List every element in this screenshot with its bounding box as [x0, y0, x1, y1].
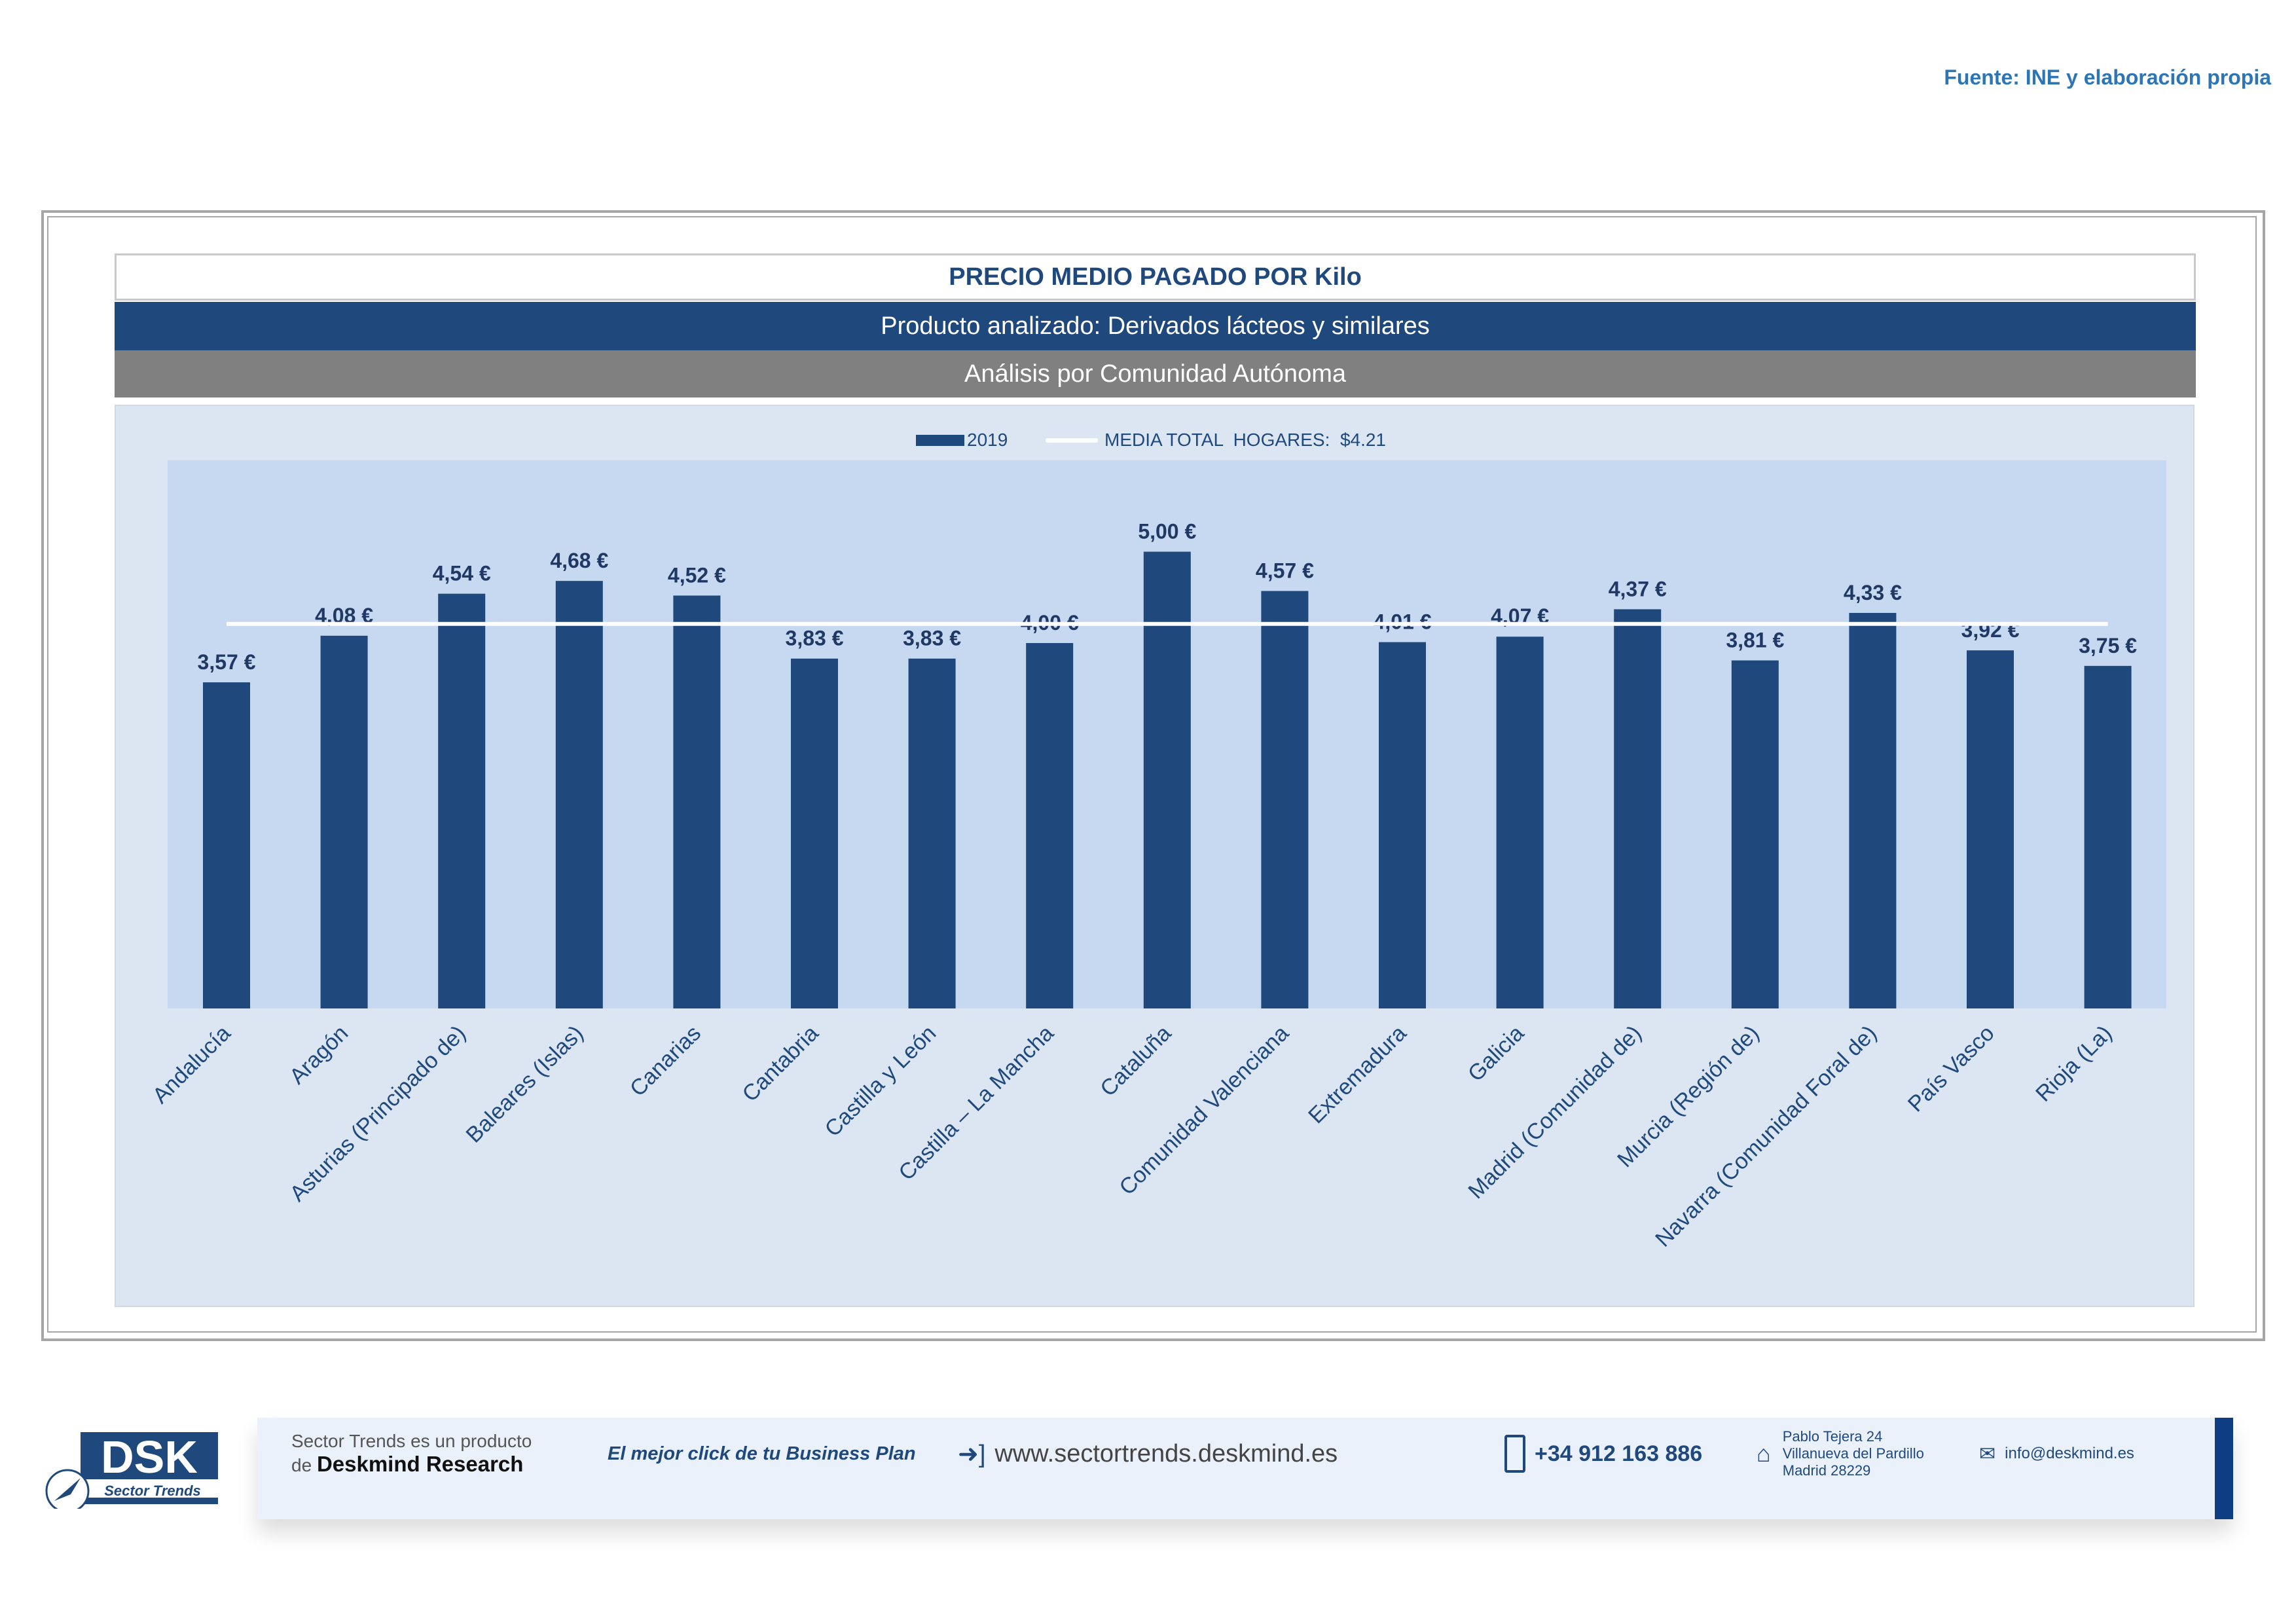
category-label: Castilla y León [820, 1021, 941, 1142]
category-label: Cantabria [738, 1021, 824, 1107]
envelope-icon: ✉ [1979, 1443, 1996, 1465]
phone-icon [1504, 1435, 1525, 1473]
address: ⌂ Pablo Tejera 24 Villanueva del Pardill… [1757, 1418, 1924, 1490]
data-label: 3,83 € [786, 627, 844, 650]
data-label: 4,01 € [1374, 610, 1432, 634]
dsk-logo: DSK Sector Trends [41, 1431, 218, 1513]
legend: 2019 MEDIA TOTAL HOGARES: $4.21 [916, 430, 1386, 450]
outer-frame [41, 210, 2265, 1341]
product-line: Sector Trends es un producto [291, 1431, 532, 1451]
legend-label-media: MEDIA TOTAL HOGARES: $4.21 [1104, 430, 1386, 450]
bar [1849, 612, 1897, 1008]
bar [1261, 591, 1309, 1008]
category-label: Cataluña [1095, 1021, 1176, 1101]
slogan: El mejor click de tu Business Plan [608, 1443, 916, 1464]
category-label: Galicia [1463, 1021, 1529, 1086]
product-credit: Sector Trends es un producto de Deskmind… [291, 1418, 532, 1490]
bar-chart: 2019 MEDIA TOTAL HOGARES: $4.21 3,57 € An… [148, 430, 2166, 1252]
category-label: Extremadura [1303, 1021, 1412, 1129]
data-label: 3,75 € [2079, 634, 2137, 657]
category-label: Baleares (Islas) [462, 1021, 589, 1148]
phone: +34 912 163 886 [1504, 1418, 1702, 1490]
address-line: Villanueva del Pardillo [1782, 1445, 1924, 1462]
bar [673, 595, 721, 1008]
bar [1967, 650, 2014, 1008]
data-label: 4,54 € [433, 562, 491, 585]
data-label: 3,57 € [198, 650, 256, 674]
address-line: Madrid 28229 [1782, 1462, 1871, 1479]
inner-frame [47, 216, 2257, 1333]
svg-text:Sector Trends: Sector Trends [104, 1483, 201, 1499]
category-label: Navarra (Comunidad Foral de) [1650, 1021, 1882, 1252]
product-prefix: de [291, 1455, 312, 1475]
category-label: Canarias [625, 1021, 706, 1101]
bar [1731, 660, 1779, 1008]
bar [1614, 609, 1662, 1008]
phone-number: +34 912 163 886 [1535, 1441, 1703, 1466]
data-label: 5,00 € [1138, 520, 1196, 544]
bar [1496, 637, 1544, 1008]
chart-area: 2019 MEDIA TOTAL HOGARES: $4.21 3,57 € An… [115, 405, 2195, 1307]
website-link[interactable]: ➜] www.sectortrends.deskmind.es [958, 1418, 1338, 1490]
product-band: Producto analizado: Derivados lácteos y … [115, 302, 2196, 350]
data-label: 3,92 € [1961, 618, 2020, 642]
data-label: 4,68 € [550, 549, 608, 572]
website-text: www.sectortrends.deskmind.es [994, 1439, 1338, 1467]
bar [1026, 643, 1074, 1008]
email-text: info@deskmind.es [2005, 1445, 2134, 1462]
enter-arrow-icon: ➜] [958, 1440, 986, 1468]
bar [320, 635, 368, 1008]
analysis-band: Análisis por Comunidad Autónoma [115, 350, 2196, 397]
category-label: Rioja (La) [2031, 1021, 2117, 1107]
home-icon: ⌂ [1757, 1440, 1771, 1467]
bar [2084, 665, 2132, 1008]
brand-name: Deskmind Research [316, 1452, 524, 1476]
bar [203, 682, 250, 1008]
bar [1143, 551, 1191, 1008]
bar [555, 581, 603, 1008]
data-label: 4,33 € [1844, 581, 1902, 604]
bar [1379, 642, 1426, 1008]
footer-banner: Sector Trends es un producto de Deskmind… [257, 1418, 2233, 1519]
chart-title: PRECIO MEDIO PAGADO POR Kilo [115, 253, 2196, 301]
address-line: Pablo Tejera 24 [1782, 1428, 1883, 1445]
category-label: Aragón [285, 1021, 353, 1089]
bar [908, 658, 956, 1008]
data-label: 4,37 € [1609, 577, 1667, 600]
bar [438, 593, 486, 1008]
data-label: 3,83 € [903, 627, 961, 650]
bar [791, 658, 838, 1008]
data-label: 4,52 € [668, 563, 726, 587]
legend-swatch-media [1046, 438, 1098, 443]
data-label: 3,81 € [1726, 629, 1784, 652]
source-note: Fuente: INE y elaboración propia [1944, 65, 2271, 89]
data-label: 4,57 € [1256, 559, 1314, 582]
svg-text:DSK: DSK [101, 1432, 198, 1483]
legend-label-2019: 2019 [967, 430, 1008, 450]
legend-swatch-2019 [916, 435, 964, 446]
email-link[interactable]: ✉ info@deskmind.es [1979, 1418, 2134, 1490]
category-label: Andalucía [148, 1021, 236, 1109]
category-label: País Vasco [1903, 1021, 1999, 1117]
